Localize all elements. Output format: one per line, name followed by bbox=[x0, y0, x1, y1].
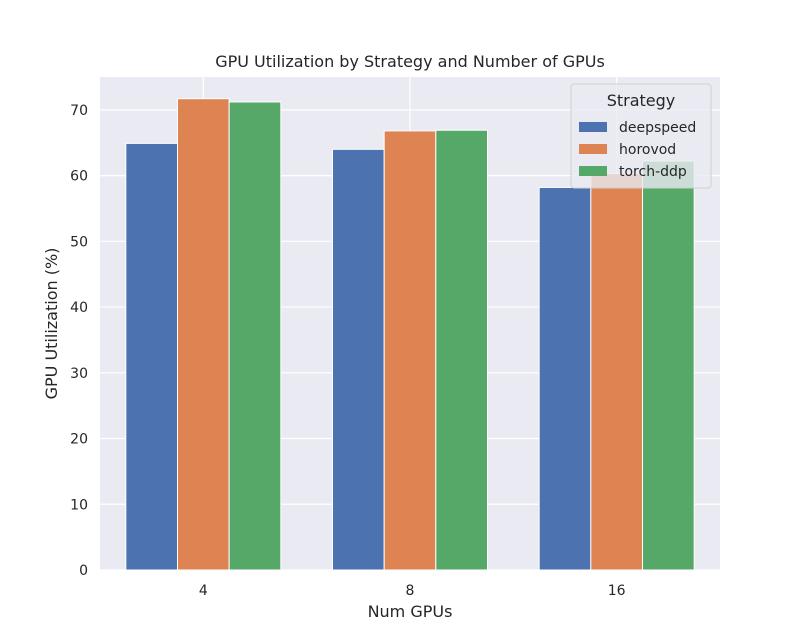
bar-torch-ddp-4 bbox=[228, 101, 282, 571]
y-tick-label: 60 bbox=[70, 169, 88, 185]
x-tick-label: 8 bbox=[406, 583, 415, 599]
y-tick-label: 20 bbox=[70, 432, 88, 448]
bar-torch-ddp-8 bbox=[435, 129, 489, 571]
legend-swatch-deepspeed bbox=[579, 122, 607, 132]
legend-swatch-torch-ddp bbox=[579, 166, 607, 176]
x-tick-label: 16 bbox=[608, 583, 626, 599]
chart-title: GPU Utilization by Strategy and Number o… bbox=[215, 52, 605, 71]
legend-label-deepspeed: deepspeed bbox=[619, 120, 696, 136]
y-tick-label: 40 bbox=[70, 300, 88, 316]
legend-label-horovod: horovod bbox=[619, 142, 676, 158]
bar-horovod-4 bbox=[177, 98, 230, 571]
x-tick-labels: 4 8 16 bbox=[199, 583, 626, 599]
legend-label-torch-ddp: torch-ddp bbox=[619, 164, 687, 180]
y-tick-label: 50 bbox=[70, 234, 88, 250]
bars bbox=[125, 98, 695, 571]
y-axis-label: GPU Utilization (%) bbox=[42, 248, 61, 400]
legend-items: deepspeed horovod torch-ddp bbox=[579, 120, 696, 180]
bar-horovod-8 bbox=[383, 130, 437, 571]
bar-horovod-16 bbox=[590, 173, 643, 571]
bar-torch-ddp-16 bbox=[642, 160, 695, 571]
legend-swatch-horovod bbox=[579, 144, 607, 154]
legend-box bbox=[570, 83, 712, 189]
legend: Strategy deepspeed horovod torch-ddp bbox=[570, 83, 712, 189]
bar-deepspeed-8 bbox=[332, 148, 385, 571]
x-tick-label: 4 bbox=[199, 583, 208, 599]
y-tick-label: 30 bbox=[70, 366, 88, 382]
y-tick-label: 70 bbox=[70, 103, 88, 119]
y-tick-label: 10 bbox=[70, 497, 88, 513]
bar-deepspeed-16 bbox=[538, 186, 592, 571]
x-axis-label: Num GPUs bbox=[368, 602, 453, 621]
y-tick-labels: 0 10 20 30 40 50 60 70 bbox=[70, 103, 88, 579]
bar-deepspeed-4 bbox=[125, 142, 179, 571]
legend-title: Strategy bbox=[607, 91, 676, 110]
y-tick-label: 0 bbox=[79, 563, 88, 579]
